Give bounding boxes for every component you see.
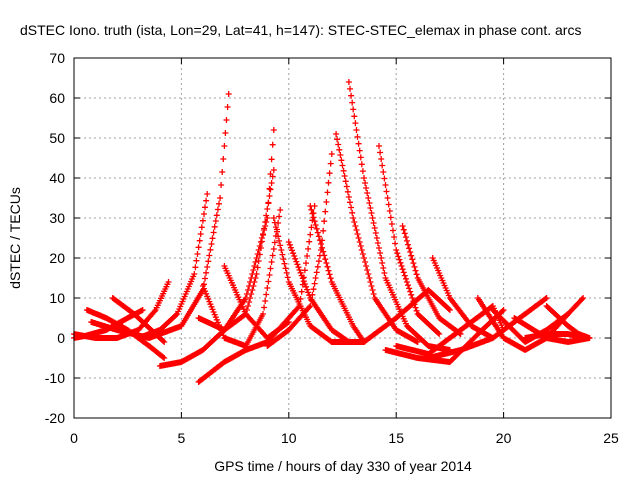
arc-series [393, 303, 507, 357]
arc-markers [328, 287, 453, 345]
arc-series [270, 215, 335, 345]
arc-markers [270, 215, 335, 345]
grid-lines [74, 58, 611, 418]
arc-markers [522, 331, 589, 341]
arc-series [285, 239, 352, 345]
arc-series [376, 143, 443, 337]
chart-title: dSTEC Iono. truth (ista, Lon=29, Lat=41,… [20, 22, 581, 38]
arc-markers [376, 143, 443, 337]
arc-markers [285, 239, 352, 345]
arc-series [135, 191, 211, 341]
plot-area [71, 79, 593, 385]
x-tick-label: 0 [70, 430, 78, 446]
y-tick-label: 60 [49, 90, 65, 106]
arc-markers [399, 223, 464, 337]
y-tick-label: 20 [49, 250, 65, 266]
x-tick-label: 20 [496, 430, 512, 446]
y-tick-label: 0 [57, 330, 65, 346]
y-tick-label: 50 [49, 130, 65, 146]
y-tick-label: -10 [45, 370, 65, 386]
x-tick-label: 10 [281, 430, 297, 446]
x-tick-label: 25 [603, 430, 619, 446]
x-tick-label: 15 [388, 430, 404, 446]
arc-series [307, 203, 367, 345]
x-axis-label: GPS time / hours of day 330 of year 2014 [214, 458, 472, 474]
y-tick-label: 40 [49, 170, 65, 186]
x-tick-label: 5 [178, 430, 186, 446]
arc-markers [393, 303, 507, 357]
arc-markers [221, 263, 292, 341]
arc-markers [88, 91, 232, 341]
y-tick-label: 70 [49, 50, 65, 66]
y-tick-label: 30 [49, 210, 65, 226]
arc-markers [307, 203, 367, 345]
plot-frame [73, 57, 612, 419]
arc-markers [135, 191, 211, 341]
arc-series [328, 287, 453, 345]
axis-ticks: 0 5 10 15 20 25 -20 -10 0 10 20 30 40 50 60 70 [45, 50, 619, 446]
y-tick-label: 10 [49, 290, 65, 306]
arc-series [199, 207, 284, 349]
arc-series [195, 167, 277, 333]
arc-markers [195, 167, 277, 333]
arc-markers [199, 207, 284, 349]
arc-series [88, 91, 232, 341]
arc-series [522, 331, 589, 341]
y-tick-label: -20 [45, 410, 65, 426]
arc-series [399, 223, 464, 337]
arc-series [221, 263, 292, 341]
y-axis-label: dSTEC / TECUs [7, 187, 23, 289]
